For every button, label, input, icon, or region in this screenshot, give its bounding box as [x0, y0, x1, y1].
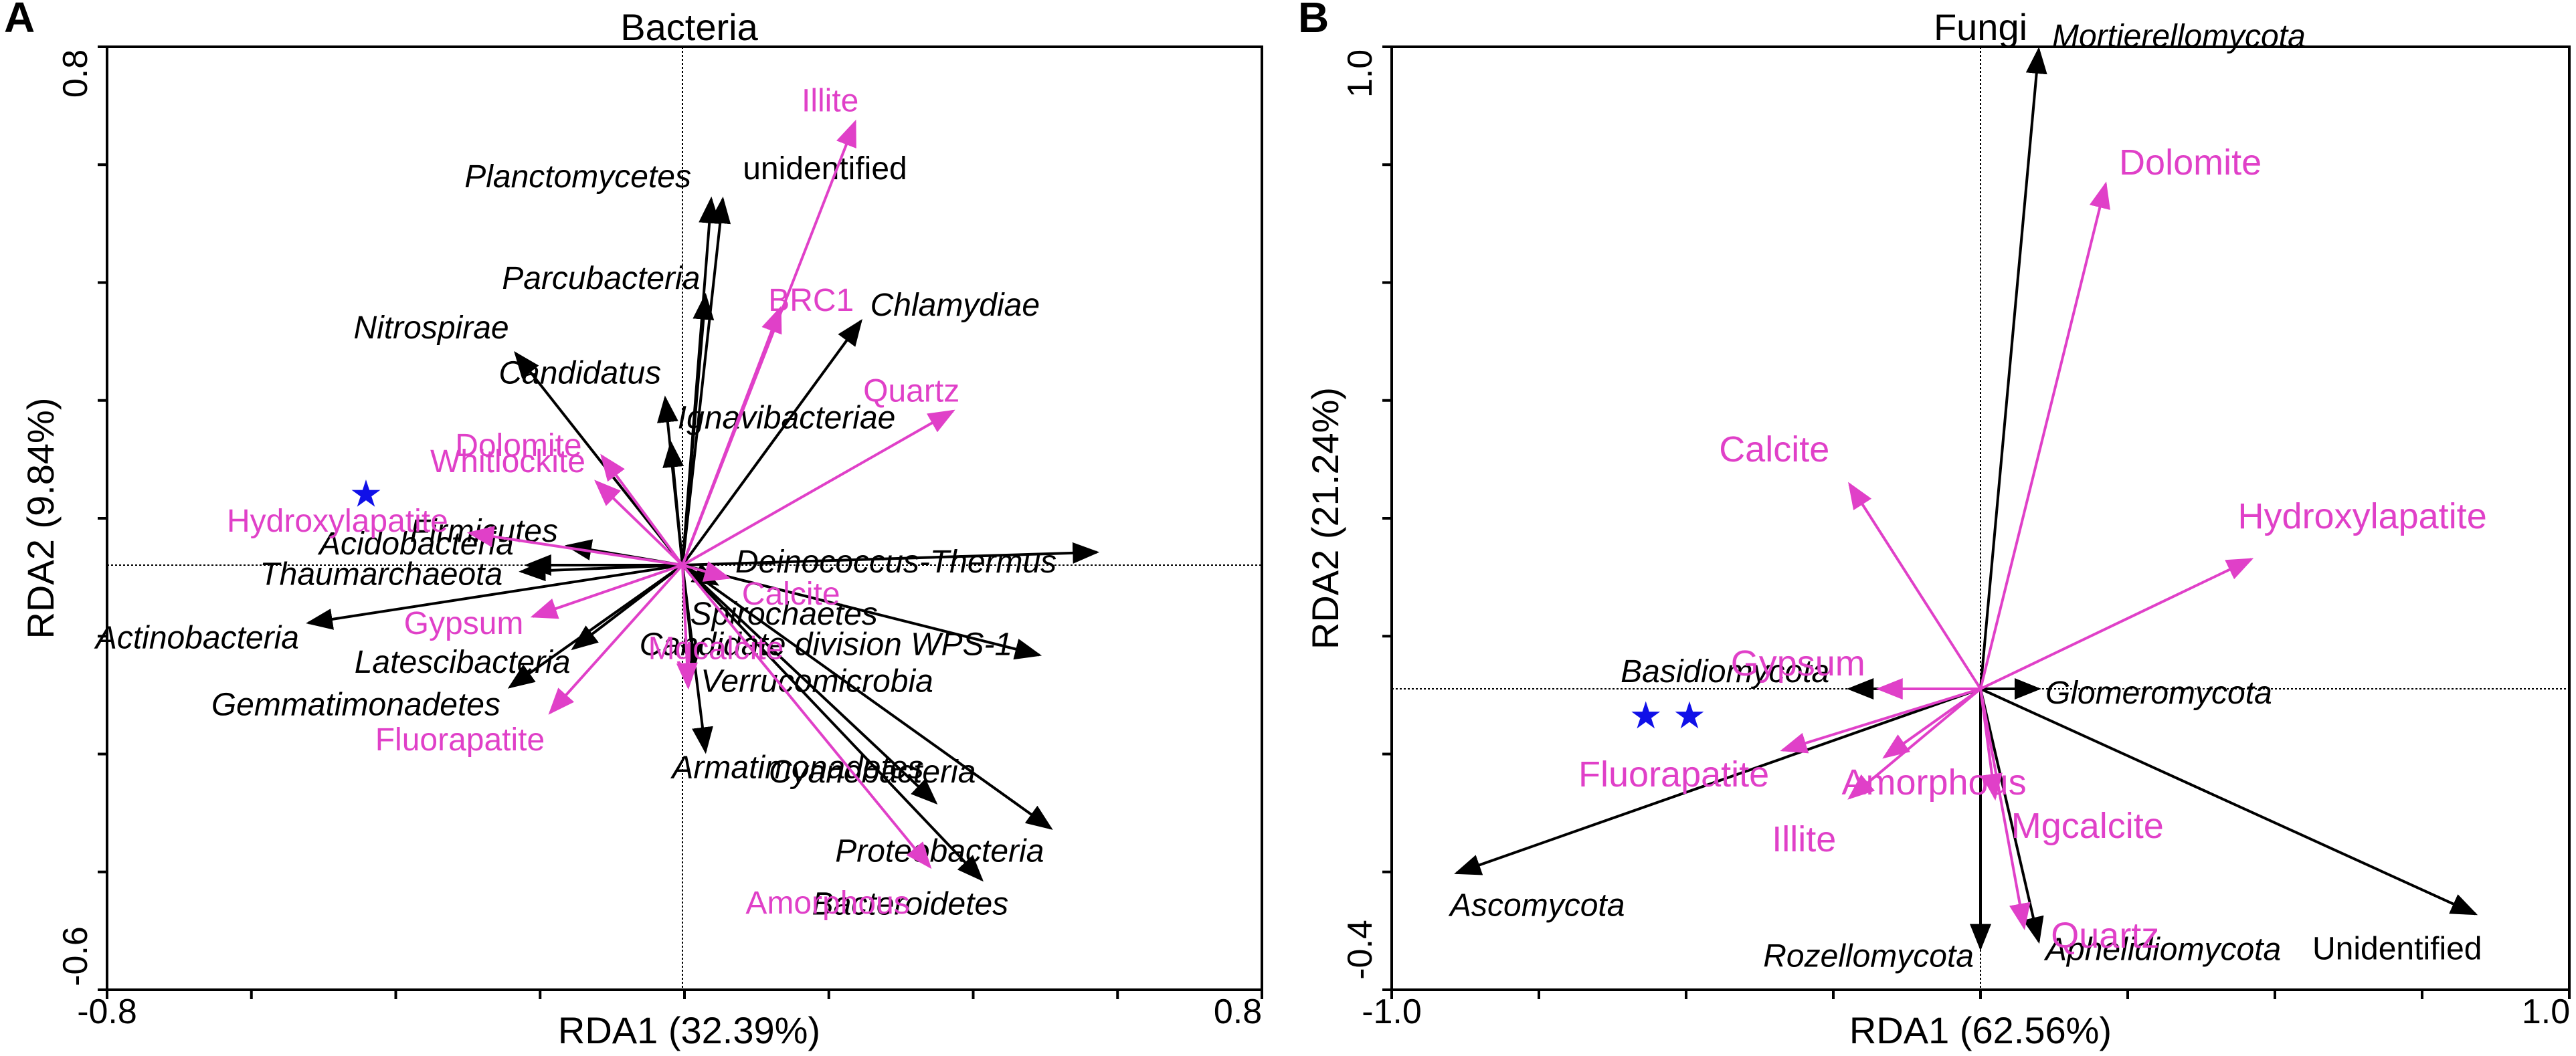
taxon-arrow-unidentified: [1980, 688, 2478, 916]
x-tick-label: 1.0: [2522, 992, 2570, 1031]
y-tick-label: -0.4: [1341, 920, 1380, 980]
mineral-arrow-quartz: [682, 409, 955, 566]
taxon-arrow-ascomycota: [1454, 688, 1981, 875]
taxon-label: Verrucomicrobia: [701, 664, 933, 700]
taxon-arrow-bacteroidetes: [681, 564, 984, 882]
mineral-arrow-dolomite: [600, 453, 684, 566]
mineral-label: Calcite: [742, 576, 840, 612]
site-star-marker: ★: [1629, 694, 1663, 736]
taxon-arrow-parcubacteria: [681, 292, 715, 566]
y-tick-label: -0.6: [56, 926, 95, 986]
mineral-label: Calcite: [1719, 429, 1829, 469]
taxon-label: Armatimonadetes: [670, 750, 923, 785]
taxon-label: Mortierellomycota: [2052, 19, 2306, 54]
x-axis-label: RDA1 (62.56%): [1849, 1009, 2112, 1051]
chart-title: Bacteria: [620, 6, 758, 48]
taxon-label: Cyanobacteria: [769, 754, 976, 790]
mineral-label: Dolomite: [455, 428, 581, 463]
mineral-label: Whitlockite: [430, 444, 585, 480]
mineral-label: Hydroxylapatite: [227, 504, 448, 539]
taxon-label: Ignavibacteriae: [678, 401, 896, 436]
mineral-arrow-calcite: [1848, 482, 1982, 690]
taxon-arrow-aphelidiomycota: [1979, 688, 2044, 944]
taxon-label: Candidate division WPS-1: [640, 627, 1013, 662]
panel-letter: A: [4, 0, 35, 41]
taxon-label: Latescibacteria: [355, 645, 571, 680]
y-axis-label: RDA2 (21.24%): [1304, 387, 1346, 649]
mineral-label: Gypsum: [1731, 643, 1865, 683]
taxon-label: unidentified: [743, 151, 907, 187]
site-star-marker: ★: [349, 472, 383, 514]
mineral-label: Mgcalcite: [2011, 806, 2164, 846]
mineral-arrow-amorphous: [681, 564, 932, 869]
taxon-label: Planctomycetes: [464, 159, 691, 195]
mineral-label: Illite: [802, 84, 858, 119]
taxon-label: Actinobacteria: [94, 620, 299, 655]
mineral-label: Mgcalcite: [648, 631, 784, 666]
taxon-arrow-mortierellomycota: [1979, 47, 2047, 690]
taxon-label: Rozellomycota: [1763, 939, 1974, 974]
taxon-label: Aphelidiomycota: [2043, 932, 2281, 967]
panel-fungi: B Fungi RDA1 (62.56%) RDA2 (21.24%) 1.0 …: [1298, 0, 2571, 1051]
taxon-label: Proteobacteria: [835, 834, 1044, 869]
panel-letter: B: [1298, 0, 1329, 41]
mineral-label: Fluorapatite: [1578, 754, 1769, 795]
taxon-label: Chlamydiae: [870, 288, 1040, 323]
mineral-arrow-calcite: [682, 561, 731, 582]
taxon-arrow-armatimonadetes: [681, 564, 713, 754]
taxon-label: Bacteroidetes: [812, 886, 1009, 922]
mineral-label: Dolomite: [2119, 142, 2262, 183]
mineral-arrow-fluorapatite: [1780, 688, 1981, 754]
mineral-arrow-hydroxylapatite: [1980, 558, 2254, 690]
taxon-arrow-candidate-division-wps-1: [682, 564, 1042, 660]
mineral-arrow-illite: [1847, 688, 1982, 800]
mineral-arrow-quartz: [1979, 688, 2031, 930]
mineral-label: Hydroxylapatite: [2238, 496, 2487, 536]
panel-bacteria: A Bacteria RDA1 (32.39%) RDA2 (9.84%) 0.…: [4, 0, 1263, 1051]
taxon-arrow-chlamydiae: [681, 318, 862, 566]
taxon-label: Nitrospirae: [354, 310, 509, 346]
mineral-arrow-amorphous: [1882, 688, 1982, 759]
y-axis-label: RDA2 (9.84%): [19, 397, 62, 639]
taxon-arrow-ignavibacteriae: [662, 440, 684, 566]
mineral-arrow-dolomite: [1979, 181, 2110, 690]
mineral-arrow-hydroxylapatite: [466, 526, 683, 566]
x-axis-label: RDA1 (32.39%): [558, 1009, 820, 1051]
taxon-label: Basidiomycota: [1621, 654, 1829, 690]
mineral-label: Fluorapatite: [375, 722, 545, 758]
x-tick-label: 0.8: [1214, 992, 1262, 1031]
taxon-label: Gemmatimonadetes: [211, 687, 500, 722]
mineral-label: Amorphous: [745, 885, 909, 921]
taxon-arrow-proteobacteria: [681, 564, 1053, 830]
taxon-label: Deinococcus-Thermus: [735, 544, 1056, 580]
taxon-label: Unidentified: [2312, 932, 2482, 967]
taxon-label: Parcubacteria: [502, 261, 700, 296]
mineral-label: Gypsum: [404, 606, 524, 641]
mineral-label: Quartz: [863, 374, 959, 409]
taxon-arrow-gemmatimonadetes: [507, 564, 684, 689]
mineral-arrow-fluorapatite: [548, 564, 684, 715]
taxon-arrow-cyanobacteria: [681, 564, 938, 805]
taxon-arrow-actinobacteria: [306, 564, 683, 630]
mineral-label: Quartz: [2051, 916, 2159, 956]
chart-title: Fungi: [1934, 6, 2027, 48]
taxon-label: Glomeromycota: [2045, 675, 2272, 711]
taxon-label: Candidatus: [498, 355, 661, 391]
mineral-arrow-whitlockite: [594, 480, 684, 566]
mineral-label: BRC1: [768, 283, 854, 318]
mineral-arrow-brc1: [681, 306, 782, 566]
taxon-label: Ascomycota: [1448, 887, 1625, 923]
mineral-label: Illite: [1772, 819, 1836, 859]
mineral-arrow-gypsum: [530, 564, 683, 619]
taxon-label: Thaumarchaeota: [260, 557, 502, 593]
site-star-marker: ★: [1673, 694, 1706, 736]
taxon-arrow-nitrospirae: [514, 351, 684, 566]
taxon-arrow-unidentified: [681, 196, 731, 566]
y-tick-label: 0.8: [56, 49, 95, 98]
mineral-arrow-mgcalcite: [676, 564, 698, 690]
taxon-arrow-thaumarchaeota: [519, 560, 683, 582]
taxon-arrow-deinococcus-thermus: [682, 542, 1100, 566]
y-tick-label: 1.0: [1341, 49, 1380, 98]
